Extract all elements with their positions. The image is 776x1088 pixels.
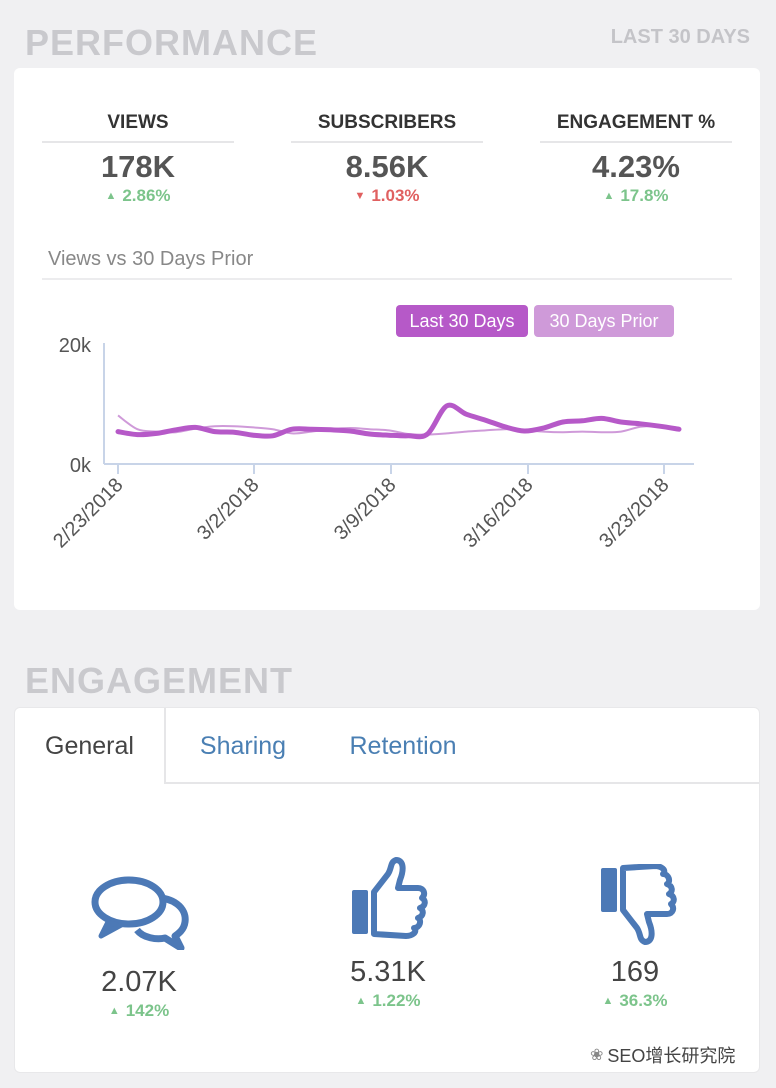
comments-icon — [91, 874, 191, 955]
down-arrow-icon: ▼ — [354, 190, 366, 202]
tab-general[interactable]: General — [15, 708, 166, 784]
comments-stat: 2.07K ▲ 142% — [39, 966, 239, 1021]
up-arrow-icon: ▲ — [603, 190, 615, 202]
series-line-last-30-days — [115, 402, 682, 440]
chart-title: Views vs 30 Days Prior — [48, 248, 254, 270]
thumbs-up-icon — [348, 856, 428, 945]
x-tick-label: 3/16/2018 — [459, 474, 537, 552]
metric-value: 178K — [100, 149, 176, 184]
metric-delta: ▲ 2.86% — [105, 186, 171, 205]
x-tick-label: 3/9/2018 — [330, 474, 401, 545]
likes-delta: ▲ 1.22% — [355, 991, 421, 1010]
period-label[interactable]: LAST 30 DAYS — [610, 26, 750, 48]
tab-retention[interactable]: Retention — [349, 731, 457, 760]
dislikes-delta: ▲ 36.3% — [602, 991, 668, 1010]
metric-engagement: ENGAGEMENT % 4.23% ▲ 17.8% — [540, 112, 732, 206]
up-arrow-icon: ▲ — [105, 190, 117, 202]
performance-title: PERFORMANCE — [25, 22, 319, 63]
views-chart: Last 30 Days 30 Days Prior 20k 0k 2/23/2… — [49, 305, 694, 552]
metric-value: 8.56K — [345, 149, 429, 184]
dislikes-stat: 169 ▲ 36.3% — [535, 956, 735, 1011]
metric-label: VIEWS — [42, 112, 234, 143]
up-arrow-icon: ▲ — [355, 995, 367, 1007]
thumbs-down-icon — [597, 863, 677, 953]
metric-delta: ▼ 1.03% — [354, 186, 420, 205]
likes-stat: 5.31K ▲ 1.22% — [288, 956, 488, 1011]
legend-last-30-days-swatch[interactable] — [396, 305, 528, 337]
y-tick-label: 0k — [70, 455, 92, 477]
x-tick-label: 3/23/2018 — [595, 474, 673, 552]
up-arrow-icon: ▲ — [108, 1005, 120, 1017]
tab-sharing[interactable]: Sharing — [199, 731, 287, 760]
metric-views: VIEWS 178K ▲ 2.86% — [42, 112, 234, 206]
engagement-title: ENGAGEMENT — [25, 660, 294, 701]
watermark: ❀ SEO增长研究院 — [590, 1042, 735, 1068]
comments-delta: ▲ 142% — [108, 1001, 170, 1020]
watermark-text: SEO增长研究院 — [607, 1046, 736, 1066]
x-tick-label: 2/23/2018 — [49, 474, 127, 552]
tab-divider — [165, 782, 759, 784]
likes-count: 5.31K — [350, 956, 426, 988]
series-line-30-days-prior — [117, 414, 680, 436]
metric-label: ENGAGEMENT % — [540, 112, 732, 143]
chart-divider — [42, 278, 732, 280]
legend-30-days-prior[interactable]: 30 Days Prior — [549, 311, 658, 331]
metric-delta: ▲ 17.8% — [603, 186, 669, 205]
legend-30-days-prior-swatch[interactable] — [534, 305, 674, 337]
dislikes-count: 169 — [610, 956, 660, 988]
engagement-card: General Sharing Retention 2.07K ▲ 142% 5.… — [14, 707, 760, 1073]
legend-last-30-days[interactable]: Last 30 Days — [409, 311, 514, 331]
up-arrow-icon: ▲ — [602, 995, 614, 1007]
comments-count: 2.07K — [101, 966, 177, 998]
y-tick-label: 20k — [59, 335, 92, 357]
metric-subscribers: SUBSCRIBERS 8.56K ▼ 1.03% — [291, 112, 483, 206]
wechat-icon: ❀ — [590, 1047, 604, 1064]
x-tick-label: 3/2/2018 — [193, 474, 264, 545]
metric-label: SUBSCRIBERS — [291, 112, 483, 143]
metric-value: 4.23% — [592, 149, 680, 184]
performance-card: VIEWS 178K ▲ 2.86% SUBSCRIBERS 8.56K ▼ 1.0… — [14, 68, 760, 610]
